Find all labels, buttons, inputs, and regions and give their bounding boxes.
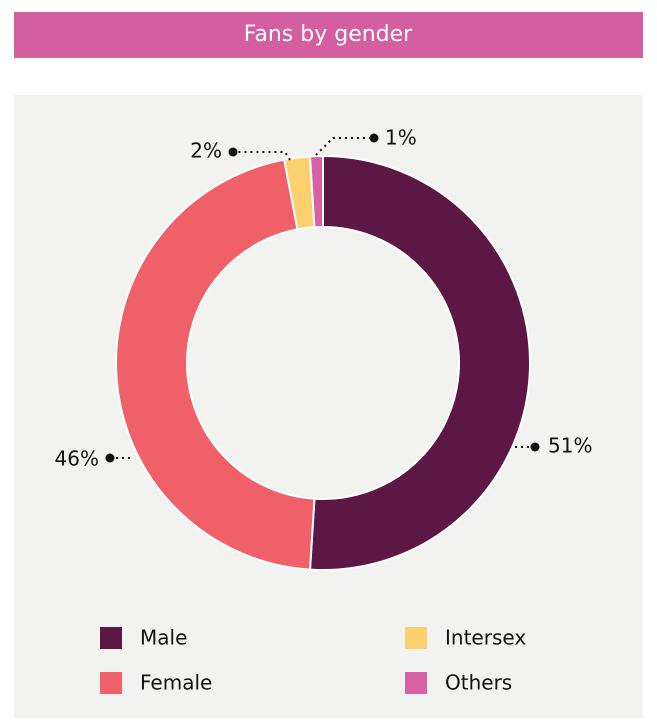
legend-label: Female [140,671,212,695]
leader-dot [105,453,115,463]
data-label: 1% [385,126,417,150]
legend-label: Male [140,626,187,650]
legend-swatch [100,672,122,694]
leader-dot [530,442,540,452]
chart-title: Fans by gender [244,22,413,47]
header-bar [14,12,643,58]
legend-swatch [405,627,427,649]
leader-line [315,137,374,156]
data-label: 2% [190,139,222,163]
legend-swatch [100,627,122,649]
leader-dot [369,133,379,143]
legend-label: Intersex [445,626,526,650]
data-label: 51% [548,434,592,458]
legend-label: Others [445,671,512,695]
leader-dot [228,147,238,157]
slice [308,154,324,229]
slice [308,154,531,571]
data-label: 46% [55,447,99,471]
slice [115,158,316,571]
legend-swatch [405,672,427,694]
